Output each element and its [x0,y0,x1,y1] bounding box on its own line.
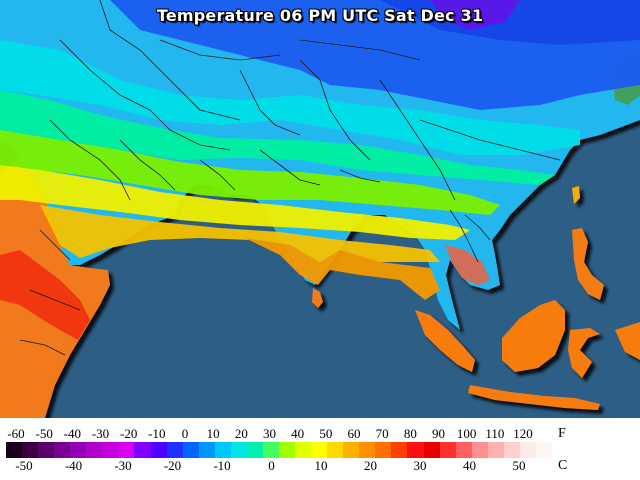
fahrenheit-tick-label: 80 [403,426,417,441]
country-borders [19,0,561,356]
scale-swatch [295,442,312,458]
scale-swatch [279,442,296,458]
fahrenheit-tick-label: 60 [347,426,361,441]
fahrenheit-tick-label: 20 [234,426,248,441]
scale-swatch [38,442,55,458]
color-scale-bar [6,442,553,458]
landmass-sulawesi [568,328,600,378]
temperature-legend: -60 -50 -40 -30 -20 -10 0 10 20 30 40 50 60 70 80 90 100… [0,418,640,480]
scale-swatch [439,442,457,458]
scale-swatch [375,442,392,458]
hot-zone-indochina [445,245,490,285]
landmass-borneo [502,300,565,372]
landmass-taiwan [572,186,580,204]
scale-swatch [359,442,376,458]
landmass-new-guinea [615,322,640,360]
scale-swatch [391,442,408,458]
landmass-philippines [572,228,604,300]
scale-swatch [166,442,184,458]
fahrenheit-tick-label: 90 [432,426,445,441]
landmass-sumatra [415,310,475,372]
map-title: Temperature 06 PM UTC Sat Dec 31 [156,6,484,25]
celsius-tick-label: 20 [364,458,377,473]
scale-swatch [22,442,39,458]
hot-zone-africa [0,250,90,340]
scale-swatch [134,442,152,458]
celsius-tick-label: -30 [114,458,132,473]
landmass-sri-lanka [312,288,323,308]
scale-swatch [230,442,248,458]
scale-swatch [423,442,441,458]
scale-swatch [102,442,119,458]
celsius-tick-label: -20 [163,458,182,473]
scale-swatch [150,442,168,458]
fahrenheit-tick-label: 30 [263,426,276,441]
fahrenheit-tick-label: -30 [91,426,110,441]
scale-swatch [311,442,328,458]
celsius-unit: C [558,458,568,473]
scale-swatch [6,442,23,458]
landmass-java [468,385,600,410]
temperature-map [0,0,640,418]
celsius-tick-label: -50 [15,458,33,473]
temperature-bands [0,0,640,300]
scale-swatch [471,442,489,458]
fahrenheit-tick-label: -60 [7,426,25,441]
fahrenheit-tick-label: 0 [181,426,189,441]
scale-swatch [343,442,360,458]
fahrenheit-tick-label: 50 [319,426,333,441]
scale-swatch [198,442,216,458]
scale-swatch [262,442,280,458]
scale-swatch [246,442,264,458]
fahrenheit-tick-label: 10 [206,426,220,441]
scale-swatch [455,442,473,458]
fahrenheit-tick-label: -40 [63,426,81,441]
scale-swatch [54,442,71,458]
fahrenheit-unit: F [558,426,566,441]
fahrenheit-tick-label: 120 [513,426,533,441]
fahrenheit-tick-label: 100 [456,426,477,441]
fahrenheit-tick-label: 40 [291,426,305,441]
celsius-tick-label: -10 [213,458,231,473]
scale-swatch [327,442,344,458]
fahrenheit-tick-label: -10 [148,426,166,441]
celsius-tick-label: -40 [64,458,83,473]
fahrenheit-tick-label: -20 [119,426,138,441]
scale-swatch [214,442,232,458]
scale-swatch [519,442,537,458]
scale-swatch [182,442,200,458]
celsius-tick-label: 40 [463,458,476,473]
celsius-tick-label: 50 [512,458,526,473]
scale-swatch [118,442,135,458]
scale-swatch [487,442,505,458]
celsius-tick-label: 30 [413,458,427,473]
celsius-tick-label: 0 [268,458,275,473]
fahrenheit-tick-label: 110 [485,426,505,441]
fahrenheit-tick-label: -50 [35,426,53,441]
scale-swatch [535,442,553,458]
scale-swatch [70,442,87,458]
scale-swatch [86,442,103,458]
scale-swatch [407,442,425,458]
fahrenheit-tick-label: 70 [375,426,389,441]
scale-swatch [503,442,521,458]
celsius-tick-label: 10 [314,458,328,473]
